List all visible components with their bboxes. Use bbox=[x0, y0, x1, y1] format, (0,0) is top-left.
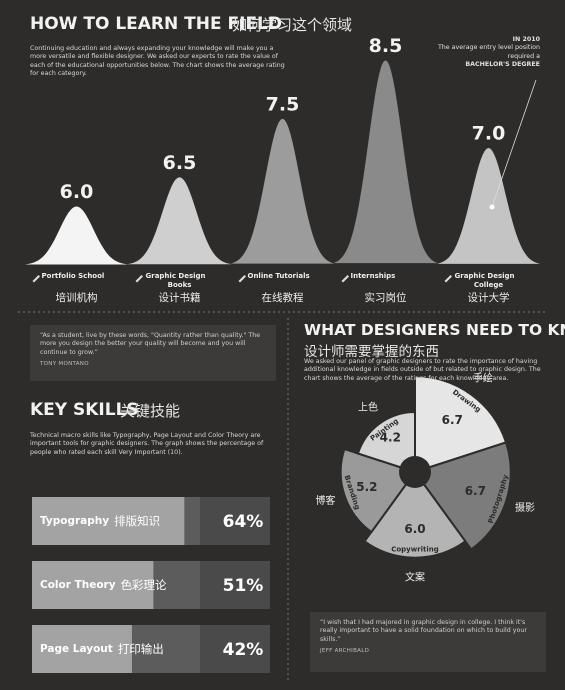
bar bbox=[32, 497, 185, 545]
polar-hole bbox=[399, 456, 431, 488]
quote-box: “As a student, live by these words, "Qua… bbox=[30, 325, 276, 381]
annotation-text: The average entry level position require… bbox=[437, 44, 540, 60]
value-label: 8.5 bbox=[369, 35, 403, 57]
x-tick-label-text: Portfolio School bbox=[42, 272, 105, 280]
value-label: 5.2 bbox=[356, 480, 377, 494]
polar-wedge bbox=[413, 441, 512, 551]
quote-author: TONY MONTANO bbox=[40, 361, 89, 368]
chart-title: HOW TO LEARN THE FIELD bbox=[30, 14, 283, 34]
peak bbox=[436, 148, 541, 264]
value-label: 6.7 bbox=[465, 484, 486, 498]
peak bbox=[127, 177, 232, 265]
description: We asked our panel of graphic designers … bbox=[304, 358, 541, 382]
bar-label-en: Page Layout bbox=[40, 643, 113, 655]
x-tick-label-zh: 设计大学 bbox=[468, 291, 510, 304]
x-tick-label: Internships bbox=[351, 272, 396, 280]
polar-wedge bbox=[339, 447, 417, 534]
peak bbox=[333, 60, 438, 264]
bar-label: Typography 排版知识 bbox=[40, 514, 160, 528]
value-label: 42% bbox=[223, 640, 264, 660]
value-label: 7.0 bbox=[472, 123, 506, 145]
pencil-icon bbox=[444, 275, 452, 283]
pencil-icon bbox=[32, 275, 40, 283]
quote-text: “As a student, live by these words, "Qua… bbox=[40, 332, 261, 356]
quote-author: JEFF ARCHIBALD bbox=[320, 648, 370, 655]
quote-text: “I wish that I had majored in graphic de… bbox=[320, 619, 527, 643]
polar-wedge bbox=[414, 375, 508, 474]
x-tick-label: Graphic Design Books bbox=[146, 272, 206, 289]
pencil-icon bbox=[238, 275, 246, 283]
value-box bbox=[200, 561, 270, 609]
category-label: Copywriting bbox=[391, 546, 439, 554]
x-tick-label-zh: 设计书籍 bbox=[159, 291, 201, 304]
annotation: IN 2010 The average entry level position… bbox=[430, 36, 540, 70]
annotation-highlight: BACHELOR'S DEGREE bbox=[465, 61, 540, 69]
bar bbox=[32, 561, 154, 609]
bar-label-en: Typography bbox=[40, 515, 109, 527]
value-label: 4.2 bbox=[380, 431, 401, 445]
annotation-line bbox=[491, 79, 537, 208]
value-label: 6.0 bbox=[60, 181, 94, 203]
chart-subtitle: 设计师需要掌握的东西 bbox=[304, 344, 439, 360]
x-tick-label: Portfolio School bbox=[42, 272, 105, 280]
pencil-icon bbox=[341, 275, 349, 283]
annotation-year: IN 2010 bbox=[512, 36, 540, 43]
pencil-icon bbox=[135, 275, 143, 283]
quote-box: “I wish that I had majored in graphic de… bbox=[310, 612, 546, 672]
value-label: 7.5 bbox=[266, 93, 300, 115]
x-tick-label-zh: 在线教程 bbox=[262, 291, 304, 304]
bar-label-zh: 打印输出 bbox=[118, 642, 164, 656]
category-label-zh: 文案 bbox=[405, 571, 425, 584]
category-label-zh: 摄影 bbox=[515, 501, 535, 514]
chart-title: KEY SKILLS bbox=[30, 400, 139, 420]
chart-subtitle: 关键技能 bbox=[120, 402, 181, 420]
description: Technical macro skills like Typography, … bbox=[30, 432, 264, 456]
chart-subtitle: 如何学习这个领域 bbox=[232, 16, 353, 34]
x-tick-label: Graphic Design College bbox=[455, 272, 515, 289]
bar-label-zh: 色彩理论 bbox=[121, 578, 167, 592]
bar-label: Color Theory 色彩理论 bbox=[40, 578, 167, 592]
description: Continuing education and always expandin… bbox=[30, 45, 285, 78]
polar-wedge bbox=[363, 470, 467, 559]
x-tick-label: Online Tutorials bbox=[248, 272, 310, 280]
value-box bbox=[200, 497, 270, 545]
category-label-zh: 博客 bbox=[315, 494, 335, 507]
x-tick-label-zh: 实习岗位 bbox=[365, 291, 407, 304]
polar-wedge bbox=[356, 410, 416, 474]
chart-title: WHAT DESIGNERS NEED TO KNOW bbox=[304, 321, 565, 339]
value-label: 6.7 bbox=[442, 413, 463, 427]
x-tick-label-text: Online Tutorials bbox=[248, 272, 310, 280]
bar-label-zh: 排版知识 bbox=[114, 514, 160, 528]
x-tick-label-zh: 培训机构 bbox=[56, 291, 98, 304]
x-tick-label-text: Internships bbox=[351, 272, 396, 280]
bar bbox=[32, 625, 132, 673]
bar-label-en: Color Theory bbox=[40, 579, 116, 591]
value-label: 6.0 bbox=[404, 522, 425, 536]
category-label-zh: 手绘 bbox=[473, 371, 493, 384]
value-label: 51% bbox=[223, 576, 264, 596]
value-box bbox=[200, 625, 270, 673]
peak bbox=[230, 118, 335, 264]
value-label: 6.5 bbox=[163, 152, 197, 174]
value-label: 64% bbox=[223, 512, 264, 532]
category-label-zh: 上色 bbox=[358, 400, 378, 413]
bar-label: Page Layout 打印输出 bbox=[40, 642, 164, 656]
peak bbox=[24, 206, 129, 265]
annotation-dot bbox=[489, 204, 495, 210]
